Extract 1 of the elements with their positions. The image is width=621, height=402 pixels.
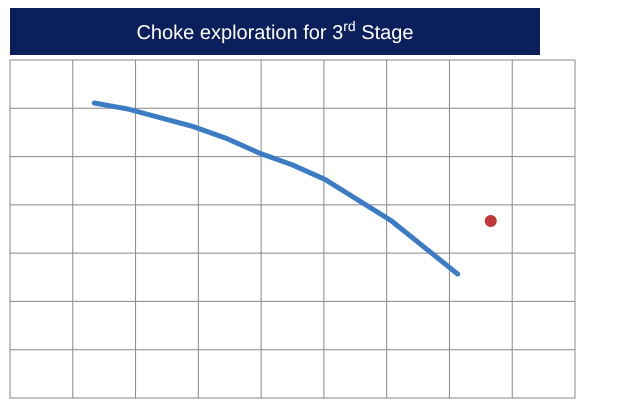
chart-title: Choke exploration for 3$^{rd}$ Stage	[136, 18, 414, 44]
